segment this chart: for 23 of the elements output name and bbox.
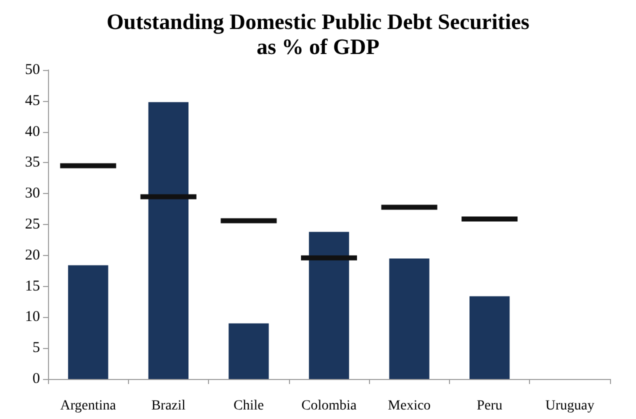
y-tick-label: 10: [25, 309, 40, 326]
x-tick-label: Uruguay: [545, 398, 594, 414]
y-tick-label: 20: [25, 247, 40, 264]
y-tick-label: 45: [25, 92, 40, 109]
x-tick-label: Brazil: [151, 398, 186, 414]
y-tick-label: 5: [32, 340, 40, 356]
y-tick-label: 15: [25, 278, 40, 294]
x-tick-label: Argentina: [60, 398, 117, 414]
x-tick-label: Chile: [234, 398, 264, 414]
y-tick-label: 35: [25, 154, 40, 171]
bar: [228, 323, 269, 379]
y-tick-label: 50: [25, 62, 40, 78]
x-tick-label: Colombia: [301, 398, 358, 414]
x-tick-label: Peru: [476, 398, 502, 414]
y-tick-label: 30: [25, 186, 40, 202]
y-tick-label: 0: [32, 371, 40, 387]
y-tick-label: 25: [25, 216, 40, 232]
y-tick-label: 40: [25, 124, 40, 140]
bar: [68, 265, 108, 379]
bar: [389, 258, 430, 379]
x-tick-label: Mexico: [388, 398, 431, 414]
bar: [470, 296, 510, 379]
chart-title: Outstanding Domestic Public Debt Securities as % of GDP: [106, 9, 530, 59]
